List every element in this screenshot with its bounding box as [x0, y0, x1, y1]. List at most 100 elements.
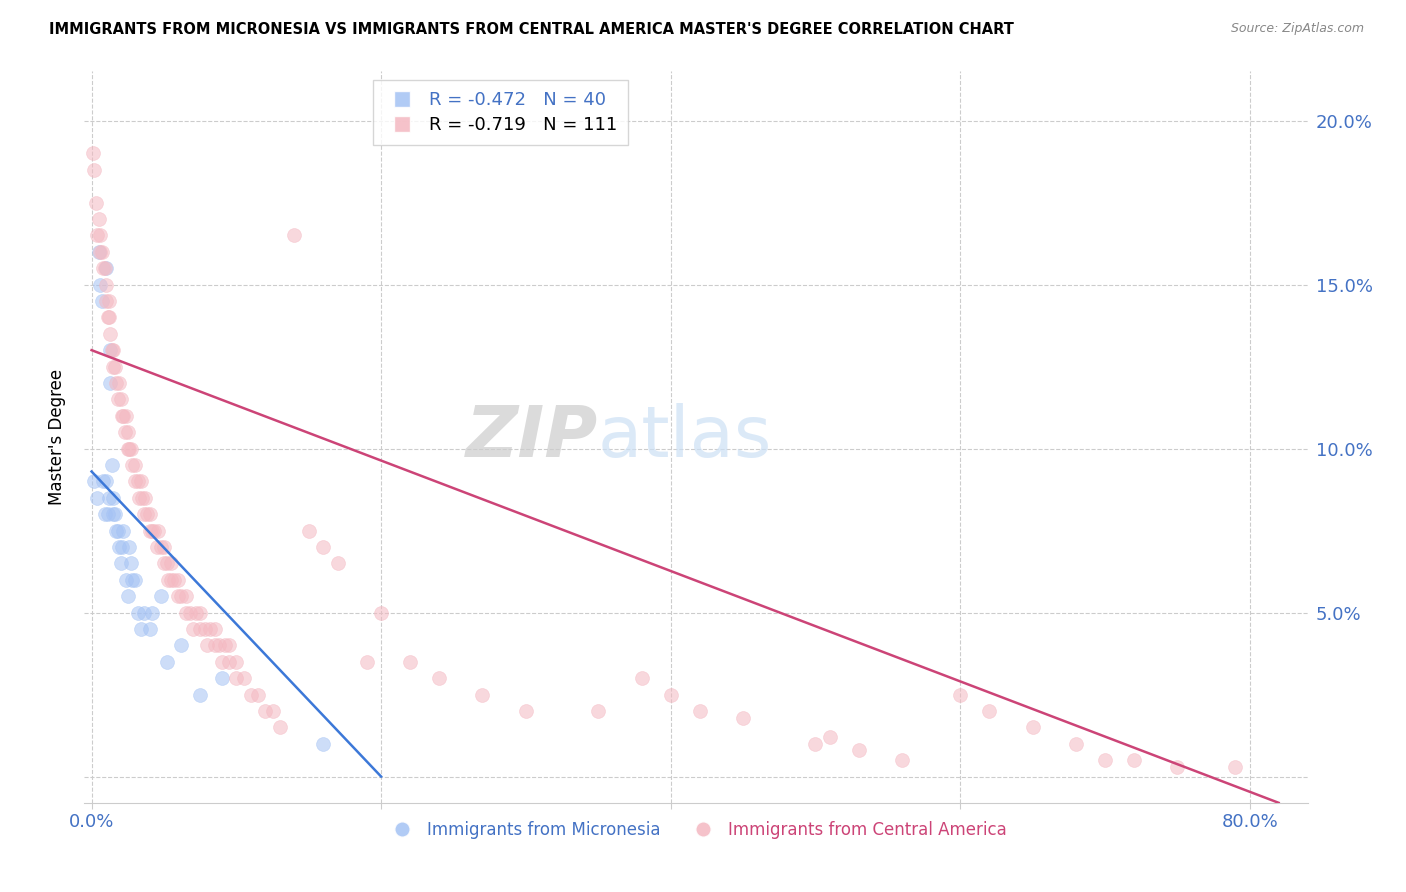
Point [200, 622, 222, 636]
Point [94, 261, 117, 276]
Point [120, 557, 142, 571]
Point [107, 524, 129, 538]
Point [1122, 753, 1144, 767]
Point [188, 606, 211, 620]
Point [93, 507, 115, 521]
Point [104, 359, 127, 374]
Point [891, 753, 914, 767]
Point [138, 622, 160, 636]
Point [1064, 737, 1087, 751]
Point [84, 195, 107, 210]
Point [93, 261, 115, 276]
Point [1094, 753, 1116, 767]
Point [262, 704, 284, 718]
Point [150, 589, 173, 603]
Point [949, 688, 972, 702]
Point [225, 655, 247, 669]
Point [103, 343, 125, 358]
Point [156, 655, 179, 669]
Legend: Immigrants from Micronesia, Immigrants from Central America: Immigrants from Micronesia, Immigrants f… [380, 814, 1012, 846]
Point [103, 507, 125, 521]
Point [515, 704, 537, 718]
Point [1225, 760, 1247, 774]
Point [167, 573, 190, 587]
Point [141, 606, 163, 620]
Text: atlas: atlas [598, 402, 772, 472]
Point [283, 228, 305, 243]
Point [118, 442, 141, 456]
Point [89, 228, 111, 243]
Point [312, 737, 335, 751]
Point [848, 743, 870, 757]
Point [96, 507, 118, 521]
Point [153, 557, 176, 571]
Point [254, 704, 277, 718]
Point [82, 146, 104, 161]
Point [218, 638, 240, 652]
Point [131, 491, 153, 505]
Text: Source: ZipAtlas.com: Source: ZipAtlas.com [1230, 22, 1364, 36]
Point [107, 392, 129, 407]
Point [156, 557, 179, 571]
Point [138, 524, 160, 538]
Text: IMMIGRANTS FROM MICRONESIA VS IMMIGRANTS FROM CENTRAL AMERICA MASTER'S DEGREE CO: IMMIGRANTS FROM MICRONESIA VS IMMIGRANTS… [49, 22, 1014, 37]
Point [103, 359, 125, 374]
Point [91, 475, 114, 489]
Point [103, 491, 125, 505]
Point [150, 540, 173, 554]
Point [110, 392, 132, 407]
Point [211, 655, 233, 669]
Point [142, 524, 165, 538]
Point [98, 293, 121, 308]
Point [101, 343, 124, 358]
Point [105, 524, 128, 538]
Point [427, 671, 450, 685]
Point [247, 688, 270, 702]
Point [105, 376, 128, 390]
Point [127, 606, 149, 620]
Point [127, 475, 149, 489]
Point [98, 491, 121, 505]
Point [298, 524, 321, 538]
Point [115, 409, 138, 423]
Point [100, 376, 122, 390]
Point [100, 343, 122, 358]
Point [98, 310, 121, 325]
Point [108, 540, 131, 554]
Point [112, 524, 135, 538]
Point [184, 606, 207, 620]
Point [141, 524, 163, 538]
Point [218, 655, 240, 669]
Point [211, 671, 233, 685]
Point [193, 622, 215, 636]
Point [120, 442, 142, 456]
Point [269, 720, 291, 734]
Point [114, 425, 136, 439]
Point [91, 261, 114, 276]
Point [121, 458, 143, 472]
Y-axis label: Master's Degree: Master's Degree [48, 369, 66, 505]
Point [214, 638, 236, 652]
Point [232, 671, 254, 685]
Point [160, 573, 183, 587]
Point [167, 589, 190, 603]
Point [659, 688, 682, 702]
Point [1021, 720, 1043, 734]
Point [115, 573, 138, 587]
Point [101, 458, 124, 472]
Point [129, 622, 152, 636]
Point [89, 244, 111, 259]
Point [104, 507, 127, 521]
Point [689, 704, 711, 718]
Point [83, 162, 105, 177]
Point [111, 409, 134, 423]
Point [138, 507, 160, 521]
Point [181, 622, 204, 636]
Point [160, 557, 183, 571]
Point [100, 326, 122, 341]
Point [1166, 760, 1188, 774]
Point [818, 730, 841, 744]
Point [163, 573, 186, 587]
Point [90, 244, 112, 259]
Point [108, 376, 131, 390]
